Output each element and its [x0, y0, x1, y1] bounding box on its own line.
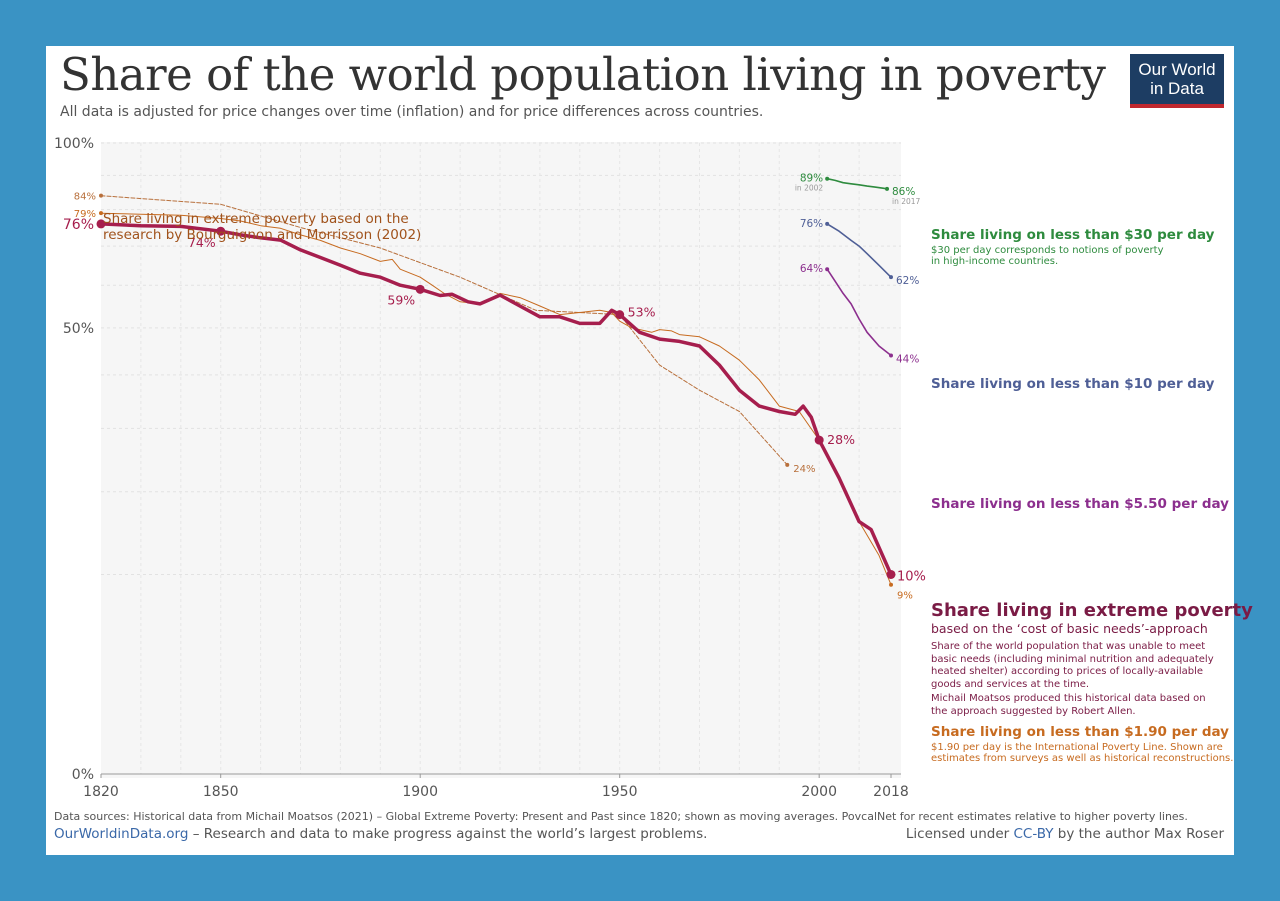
annotation-extreme-desc-1: Share of the world population that was u…: [931, 641, 1206, 652]
footer-site: OurWorldinData.org – Research and data t…: [54, 826, 707, 842]
axis-layer: 1820 1850 1900 1950 2000 2018 0% 50% 100%: [54, 136, 909, 800]
series-line-bourguignon-morrisson: [100, 195, 788, 466]
annotation-10-title: Share living on less than $10 per day: [931, 376, 1215, 392]
data-label-extreme-poverty: 28%: [827, 432, 855, 447]
series-point-extreme-poverty: [814, 435, 824, 445]
x-tick-label: 1850: [203, 784, 239, 800]
license-suffix: by the author Max Roser: [1053, 826, 1224, 842]
x-tick-label: 2000: [801, 784, 837, 800]
data-label-under-550: 64%: [800, 263, 823, 275]
series-point-under-190: [889, 582, 893, 587]
annotation-extreme-title: Share living in extreme poverty: [931, 600, 1253, 621]
cc-by-link[interactable]: CC-BY: [1013, 826, 1054, 842]
data-label-bourguignon-morrisson: 84%: [74, 192, 96, 203]
logo-line-2: in Data: [1150, 79, 1204, 98]
data-label-extreme-poverty: 74%: [188, 235, 216, 250]
annotation-30-desc-1: $30 per day corresponds to notions of po…: [931, 245, 1164, 256]
data-label-under-30: 89%: [800, 173, 823, 185]
labels-layer: 76% 74% 59% 53% 28% 10% 79% 9% 84% 24% 89%in 2002 8…: [63, 173, 926, 602]
annotation-extreme-desc-6: the approach suggested by Robert Allen.: [931, 705, 1136, 717]
data-label-extreme-poverty: 76%: [63, 217, 94, 233]
bm-annotation-line-1: Share living in extreme poverty based on…: [103, 211, 409, 227]
plot-background: [101, 142, 901, 778]
data-label-under-30: 86%: [892, 186, 915, 198]
x-tick-label: 1820: [83, 784, 119, 800]
data-label-under-10: 62%: [896, 275, 919, 287]
series-point-under-10: [889, 275, 893, 280]
series-line-under-190: [100, 212, 892, 586]
logo-line-1: Our World: [1138, 60, 1216, 79]
annotation-extreme-desc-5: Michail Moatsos produced this historical…: [931, 693, 1206, 704]
data-label-note: in 2017: [892, 197, 921, 206]
annotation-10-per-day: Share living on less than $10 per day: [931, 376, 1214, 392]
annotation-190-title: Share living on less than $1.90 per day: [931, 724, 1229, 740]
series-point-under-30: [885, 186, 890, 191]
poverty-line-chart: 76% 74% 59% 53% 28% 10% 79% 9% 84% 24% 89%in 2002 8…: [54, 136, 926, 800]
annotation-extreme-desc-2: basic needs (including minimal nutrition…: [931, 653, 1214, 665]
annotation-190-desc-1: $1.90 per day is the International Pover…: [931, 742, 1223, 753]
series-point-bourguignon-morrisson: [785, 462, 790, 467]
series-point-extreme-poverty: [96, 219, 106, 229]
data-label-under-550: 44%: [896, 353, 919, 365]
license-note: Licensed under CC-BY by the author Max R…: [906, 826, 1224, 842]
series-point-extreme-poverty: [615, 310, 625, 320]
data-label-bourguignon-morrisson: 24%: [793, 464, 815, 475]
owid-site-link[interactable]: OurWorldinData.org: [54, 826, 189, 842]
series-line-extreme-poverty: [99, 222, 893, 577]
series-point-under-190: [99, 211, 103, 216]
data-label-extreme-poverty: 10%: [897, 569, 926, 584]
data-label-extreme-poverty: 53%: [628, 305, 656, 320]
x-tick-label: 1900: [402, 784, 438, 800]
annotation-190-desc-2: estimates from surveys as well as histor…: [931, 753, 1234, 764]
chart-title: Share of the world population living in …: [60, 48, 1106, 101]
data-label-under-190: 79%: [74, 209, 96, 220]
series-line-under-550: [826, 268, 892, 357]
series-point-under-550: [825, 267, 830, 272]
annotation-extreme-sub: based on the ‘cost of basic needs’-appro…: [931, 621, 1208, 636]
y-tick-label: 100%: [54, 136, 94, 152]
series-point-extreme-poverty: [216, 226, 226, 236]
annotation-extreme-desc: Share of the world population that was u…: [931, 641, 1253, 718]
series-point-extreme-poverty: [886, 569, 896, 579]
owid-logo[interactable]: Our World in Data: [1130, 54, 1224, 108]
data-label-under-10: 76%: [800, 218, 823, 230]
annotation-550-title: Share living on less than $5.50 per day: [931, 496, 1229, 512]
chart-subtitle: All data is adjusted for price changes o…: [60, 104, 764, 120]
annotation-550-per-day: Share living on less than $5.50 per day: [931, 496, 1229, 512]
annotation-30-title: Share living on less than $30 per day: [931, 227, 1215, 243]
footer-tagline: – Research and data to make progress aga…: [188, 826, 708, 842]
annotation-30-desc-2: in high-income countries.: [931, 256, 1059, 267]
y-tick-label: 0%: [72, 767, 94, 783]
series-point-extreme-poverty: [415, 284, 425, 294]
series-line-under-10: [826, 223, 892, 278]
x-tick-label: 1950: [602, 784, 638, 800]
y-tick-label: 50%: [63, 321, 94, 337]
chart-card: Share of the world population living in …: [46, 46, 1253, 855]
series-layer: [99, 177, 893, 586]
data-label-extreme-poverty: 59%: [387, 292, 415, 307]
annotation-190-per-day: Share living on less than $1.90 per day …: [931, 724, 1233, 764]
bm-annotation-line-2: research by Bourguignon and Morrisson (2…: [103, 227, 421, 243]
data-label-note: in 2002: [795, 184, 824, 193]
annotation-extreme-desc-4: goods and services at the time.: [931, 678, 1090, 690]
data-label-under-190: 9%: [897, 591, 913, 602]
series-point-under-30: [825, 176, 830, 181]
series-line-under-30: [826, 177, 888, 190]
series-point-under-10: [825, 221, 830, 226]
annotation-extreme-desc-3: heated shelter) according to prices of l…: [931, 666, 1204, 677]
logo-accent-bar: [1130, 104, 1224, 108]
annotation-30-per-day: Share living on less than $30 per day $3…: [931, 227, 1214, 267]
series-point-under-550: [889, 353, 893, 358]
source-note: Data sources: Historical data from Micha…: [54, 810, 1188, 823]
annotation-extreme-poverty: Share living in extreme poverty based on…: [931, 600, 1253, 718]
license-prefix: Licensed under: [905, 826, 1014, 842]
series-point-bourguignon-morrisson: [99, 193, 103, 198]
x-tick-label: 2018: [873, 784, 909, 800]
